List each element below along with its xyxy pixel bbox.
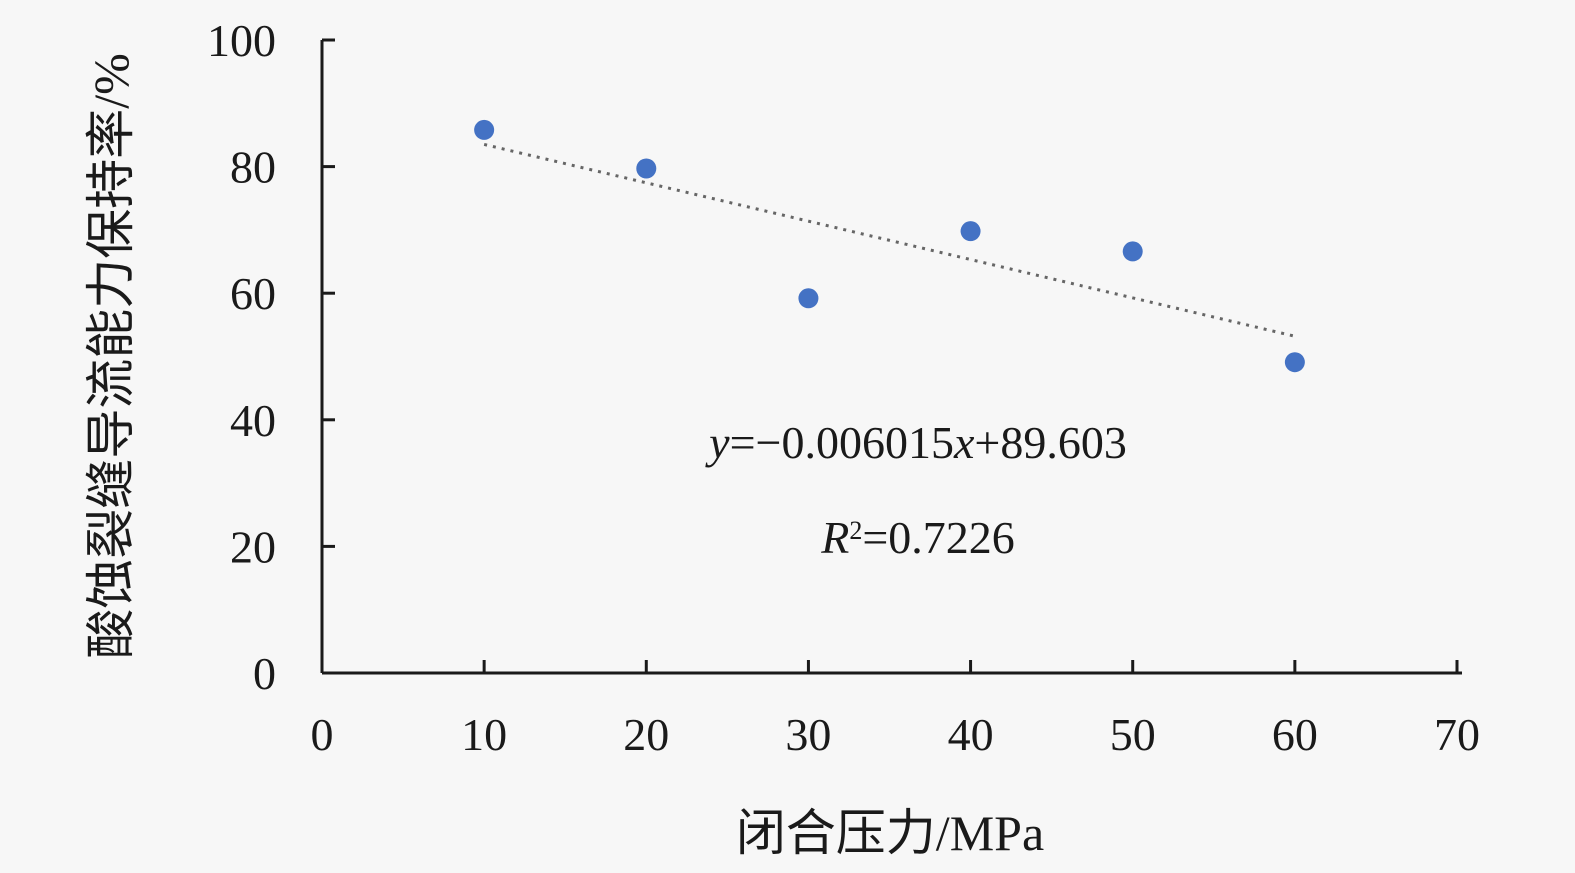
r-squared-exponent: 2: [849, 516, 862, 545]
r-squared-symbol: R: [820, 512, 849, 563]
trendline: [483, 142, 1296, 338]
x-ticks: 0 10 20 30 40 50 60 70: [311, 660, 1480, 760]
y-axis-title: 酸蚀裂缝导流能力保持率/%: [83, 53, 139, 659]
x-tick-label: 10: [461, 709, 507, 760]
data-point: [636, 158, 657, 179]
equation-x-variable: x: [953, 417, 975, 468]
x-tick-label: 50: [1110, 709, 1156, 760]
equation-y-variable: y: [705, 417, 730, 468]
x-tick-label: 70: [1434, 709, 1480, 760]
data-points: [474, 119, 1305, 373]
x-tick-label: 0: [311, 709, 334, 760]
equation-intercept: +89.603: [974, 417, 1126, 468]
trendline-r-squared: R2=0.7226: [820, 512, 1015, 563]
y-tick-label: 0: [253, 648, 276, 699]
x-tick-label: 60: [1272, 709, 1318, 760]
x-tick-label: 30: [785, 709, 831, 760]
r-squared-value: =0.7226: [862, 512, 1014, 563]
x-axis-title: 闭合压力/MPa: [736, 805, 1044, 861]
y-ticks: 0 20 40 60 80 100: [207, 15, 335, 699]
data-point: [798, 288, 819, 309]
trendline-line: [483, 142, 1296, 338]
data-point: [1122, 241, 1143, 262]
y-tick-label: 80: [230, 142, 276, 193]
data-point: [474, 119, 495, 140]
equation-slope: =−0.006015: [730, 417, 954, 468]
y-tick-label: 40: [230, 395, 276, 446]
y-tick-label: 100: [207, 15, 276, 66]
y-tick-label: 60: [230, 268, 276, 319]
y-tick-label: 20: [230, 521, 276, 572]
data-point: [1284, 352, 1305, 373]
trendline-equation: y=−0.006015x+89.603: [705, 417, 1127, 468]
x-tick-label: 20: [623, 709, 669, 760]
data-point: [960, 221, 981, 242]
x-tick-label: 40: [948, 709, 994, 760]
axes: [320, 40, 1462, 675]
